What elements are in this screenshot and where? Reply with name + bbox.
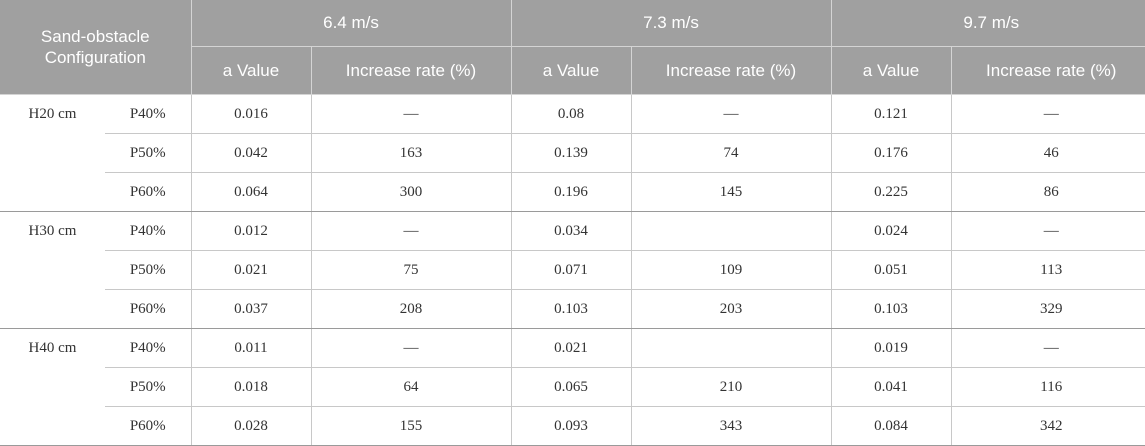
increase-rate-cell: —: [950, 94, 1145, 134]
increase-rate-cell: 116: [950, 367, 1145, 407]
a-value-cell: 0.012: [190, 211, 311, 251]
increase-rate-cell: 208: [310, 289, 511, 329]
a-value-cell: 0.021: [510, 328, 631, 368]
height-group-cell: H30 cm: [0, 211, 105, 329]
porosity-cell: P40%: [105, 328, 191, 368]
increase-rate-cell: 163: [310, 133, 511, 173]
a-value-cell: 0.176: [830, 133, 951, 173]
increase-rate-cell: 300: [310, 172, 511, 212]
a-value-cell: 0.093: [510, 406, 631, 446]
a-value-cell: 0.196: [510, 172, 631, 212]
increase-rate-cell: —: [950, 211, 1145, 251]
increase-rate-cell: —: [950, 328, 1145, 368]
porosity-cell: P50%: [105, 133, 191, 173]
increase-rate-header: Increase rate (%): [950, 46, 1145, 95]
porosity-cell: P50%: [105, 250, 191, 290]
increase-rate-cell: [630, 211, 831, 251]
increase-rate-cell: —: [310, 94, 511, 134]
speed-header: 7.3 m/s: [510, 0, 831, 47]
a-value-cell: 0.018: [190, 367, 311, 407]
table-row: P50% 0.018 64 0.065 210 0.041 116: [0, 367, 1145, 407]
a-value-cell: 0.065: [510, 367, 631, 407]
a-value-cell: 0.08: [510, 94, 631, 134]
a-value-cell: 0.028: [190, 406, 311, 446]
table-row: P60% 0.037 208 0.103 203 0.103 329: [0, 289, 1145, 329]
table-header: Sand-obstacle Configuration 6.4 m/s 7.3 …: [0, 0, 1145, 95]
increase-rate-cell: 109: [630, 250, 831, 290]
increase-rate-cell: 75: [310, 250, 511, 290]
increase-rate-cell: —: [310, 328, 511, 368]
a-value-cell: 0.019: [830, 328, 951, 368]
increase-rate-cell: 113: [950, 250, 1145, 290]
a-value-cell: 0.064: [190, 172, 311, 212]
a-value-cell: 0.024: [830, 211, 951, 251]
table-row: P60% 0.028 155 0.093 343 0.084 342: [0, 406, 1145, 446]
increase-rate-cell: 203: [630, 289, 831, 329]
height-group-cell: H20 cm: [0, 94, 105, 212]
a-value-header: a Value: [510, 46, 631, 95]
a-value-cell: 0.103: [830, 289, 951, 329]
increase-rate-cell: 343: [630, 406, 831, 446]
table-row: H30 cm P40% 0.012—0.034 0.024—: [0, 211, 1145, 329]
increase-rate-cell: 210: [630, 367, 831, 407]
a-value-cell: 0.016: [190, 94, 311, 134]
increase-rate-cell: 64: [310, 367, 511, 407]
increase-rate-cell: [630, 328, 831, 368]
table-row: H40 cm P40% 0.011—0.021 0.019—: [0, 328, 1145, 446]
porosity-cell: P40%: [105, 94, 191, 134]
a-value-cell: 0.139: [510, 133, 631, 173]
increase-rate-cell: 342: [950, 406, 1145, 446]
a-value-cell: 0.071: [510, 250, 631, 290]
height-group-cell: H40 cm: [0, 328, 105, 446]
increase-rate-cell: —: [310, 211, 511, 251]
increase-rate-cell: 74: [630, 133, 831, 173]
table-row: P50% 0.021 75 0.071 109 0.051 113: [0, 250, 1145, 290]
speed-header: 9.7 m/s: [830, 0, 1145, 47]
a-value-cell: 0.103: [510, 289, 631, 329]
increase-rate-cell: —: [630, 94, 831, 134]
porosity-cell: P60%: [105, 289, 191, 329]
a-value-cell: 0.042: [190, 133, 311, 173]
a-value-cell: 0.084: [830, 406, 951, 446]
increase-rate-cell: 329: [950, 289, 1145, 329]
increase-rate-cell: 155: [310, 406, 511, 446]
a-value-header: a Value: [830, 46, 951, 95]
increase-rate-header: Increase rate (%): [630, 46, 831, 95]
table-row: P60% 0.064 300 0.196 145 0.225 86: [0, 172, 1145, 212]
a-value-cell: 0.225: [830, 172, 951, 212]
increase-rate-cell: 86: [950, 172, 1145, 212]
porosity-cell: P50%: [105, 367, 191, 407]
a-value-cell: 0.011: [190, 328, 311, 368]
table-row: H20 cm P40% 0.016—0.08—0.121—: [0, 94, 1145, 212]
a-value-cell: 0.021: [190, 250, 311, 290]
config-header: Sand-obstacle Configuration: [0, 0, 191, 95]
increase-rate-cell: 145: [630, 172, 831, 212]
a-value-cell: 0.034: [510, 211, 631, 251]
a-value-cell: 0.051: [830, 250, 951, 290]
increase-rate-header: Increase rate (%): [310, 46, 511, 95]
a-value-cell: 0.121: [830, 94, 951, 134]
porosity-cell: P60%: [105, 406, 191, 446]
increase-rate-cell: 46: [950, 133, 1145, 173]
porosity-cell: P60%: [105, 172, 191, 212]
porosity-cell: P40%: [105, 211, 191, 251]
table-row: P50% 0.042 163 0.139 74 0.176 46: [0, 133, 1145, 173]
table-body: H20 cm P40% 0.016—0.08—0.121— P50% 0.042 163 0…: [0, 94, 1145, 446]
a-value-cell: 0.041: [830, 367, 951, 407]
a-value-cell: 0.037: [190, 289, 311, 329]
a-value-header: a Value: [190, 46, 311, 95]
speed-header: 6.4 m/s: [190, 0, 511, 47]
